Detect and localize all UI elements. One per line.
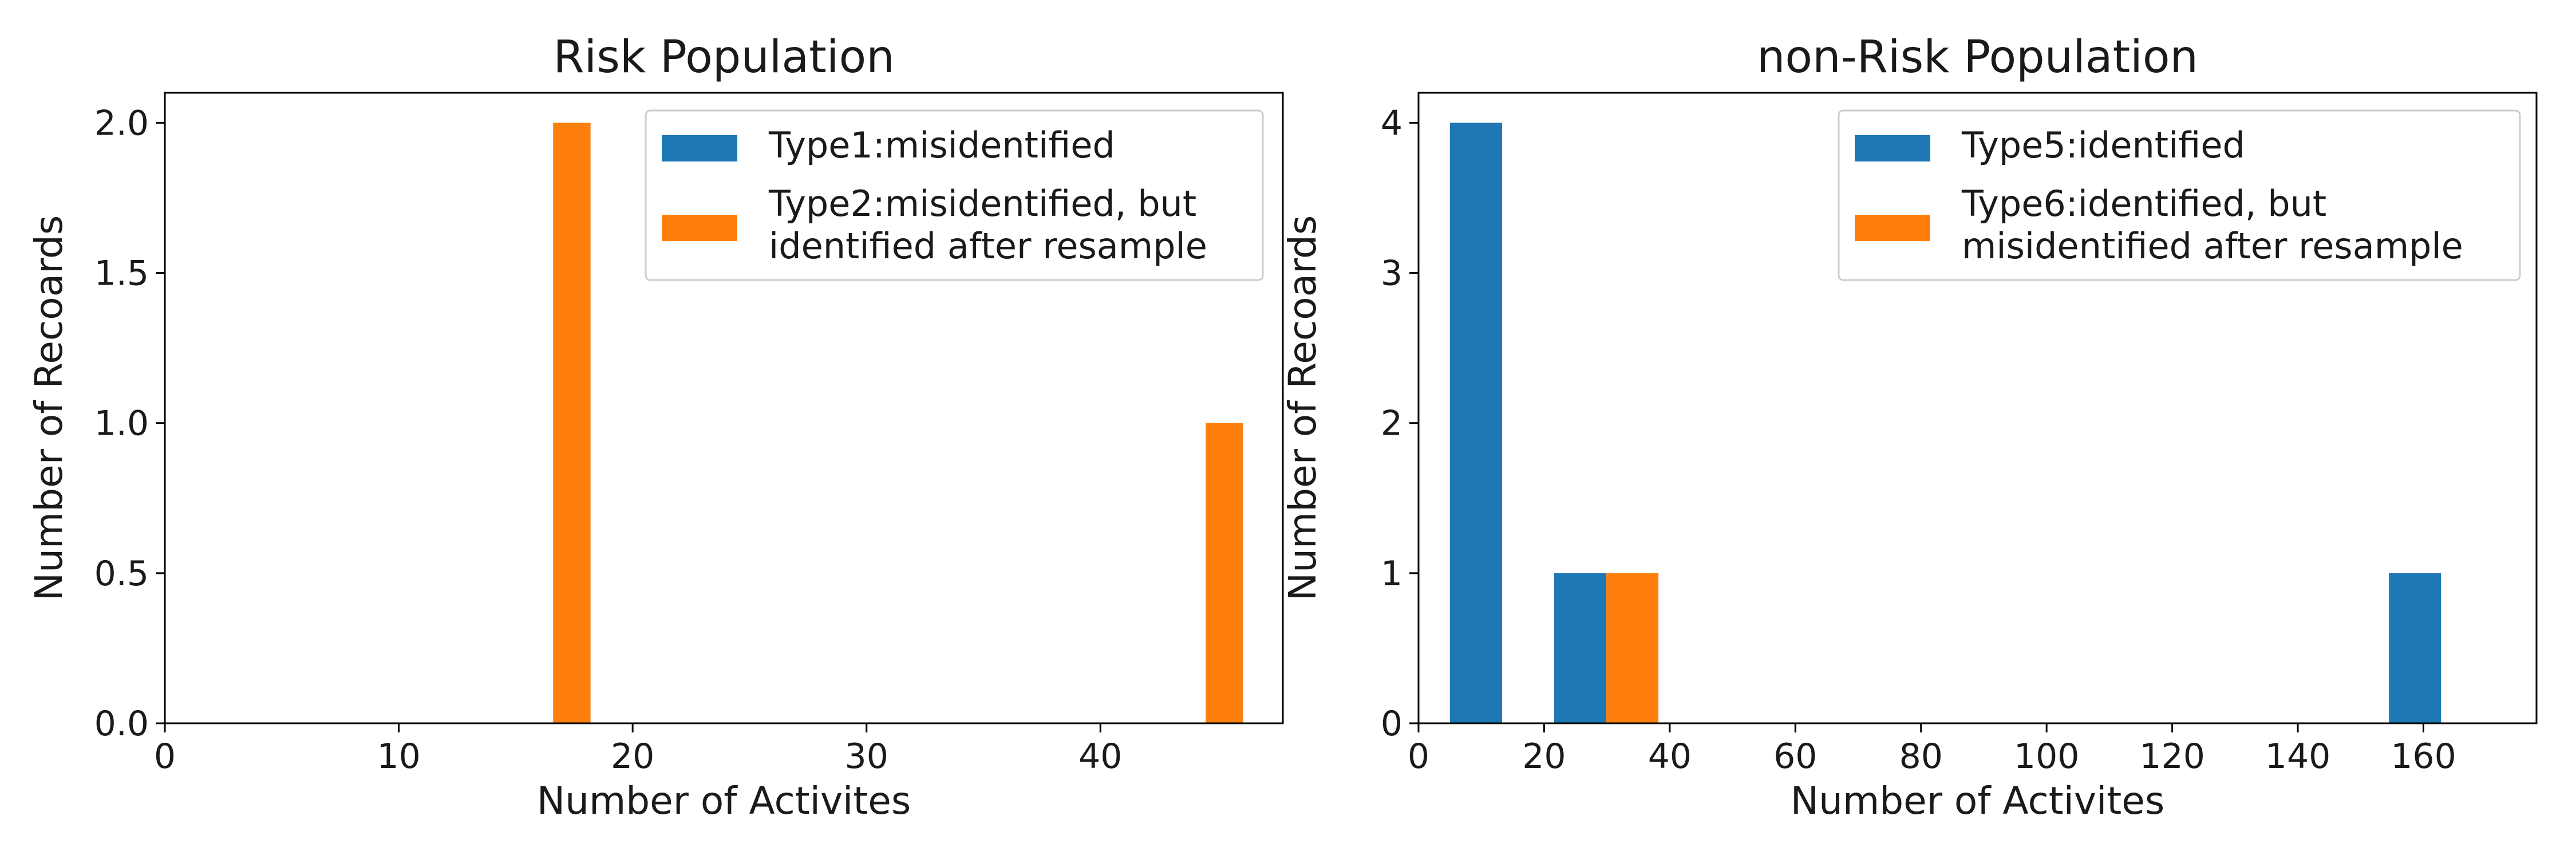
legend-swatch	[662, 135, 737, 161]
x-tick-label: 100	[2014, 736, 2080, 777]
x-tick-label: 60	[1773, 736, 1817, 777]
bar-series0-1	[1554, 573, 1607, 723]
y-axis-label: Number of Recoards	[27, 215, 71, 601]
legend-label: Type5:identified	[1961, 124, 2245, 166]
legend-swatch	[662, 215, 737, 241]
bar-series1-0	[553, 123, 591, 723]
x-tick-label: 20	[611, 736, 654, 777]
x-tick-label: 30	[845, 736, 888, 777]
y-tick-label: 0.0	[94, 704, 149, 744]
x-tick-label: 80	[1899, 736, 1943, 777]
chart-title: Risk Population	[553, 31, 894, 83]
x-axis-ticks: 0 10 20 30 40	[154, 723, 1122, 777]
chart-title: non-Risk Population	[1757, 31, 2198, 83]
y-tick-label: 3	[1381, 254, 1402, 294]
y-tick-label: 0.5	[94, 554, 149, 594]
y-tick-label: 1.5	[94, 254, 149, 294]
x-axis-label: Number of Activites	[537, 779, 911, 823]
legend-label: identified after resample	[769, 225, 1207, 267]
y-tick-label: 1.0	[94, 404, 149, 444]
bar-series0-2	[2389, 573, 2441, 723]
y-axis-ticks: 0 1 2 3 4	[1381, 103, 1419, 744]
plot-area-frame	[1417, 92, 2538, 724]
y-tick-label: 0	[1381, 704, 1402, 744]
non-risk-population-panel: non-Risk Population 0 20 40 60 80 100 120 140 16…	[1281, 31, 2538, 823]
y-axis-label: Number of Recoards	[1281, 215, 1325, 601]
risk-population-panel: Risk Population 0 10 20 30 40 0.0 0.5 1.0 1.5 2.…	[27, 31, 1284, 823]
y-tick-label: 2	[1381, 404, 1402, 444]
legend-label: Type2:misidentified, but	[768, 183, 1196, 224]
legend-frame	[1838, 109, 2521, 281]
x-tick-label: 20	[1522, 736, 1566, 777]
x-tick-label: 0	[1408, 736, 1429, 777]
bar-series0-0	[1449, 123, 1502, 723]
plot-area-frame	[164, 92, 1284, 724]
y-tick-label: 2.0	[94, 103, 149, 143]
bar-series1-0	[1606, 573, 1659, 723]
x-tick-label: 120	[2139, 736, 2205, 777]
bars-group	[1449, 123, 2441, 723]
x-tick-label: 10	[377, 736, 420, 777]
bars-group	[553, 123, 1243, 723]
y-tick-label: 4	[1381, 103, 1402, 143]
x-tick-label: 40	[1648, 736, 1692, 777]
legend-swatch	[1855, 135, 1930, 161]
x-tick-label: 0	[154, 736, 176, 777]
x-axis-label: Number of Activites	[1791, 779, 2164, 823]
legend-label: misidentified after resample	[1962, 225, 2463, 267]
legend: Type5:identified Type6:identified, butmis…	[1838, 109, 2521, 281]
x-tick-label: 160	[2391, 736, 2456, 777]
y-tick-label: 1	[1381, 554, 1402, 594]
x-tick-label: 140	[2265, 736, 2331, 777]
x-tick-label: 40	[1078, 736, 1122, 777]
legend-swatch	[1855, 215, 1930, 241]
legend-label: Type1:misidentified	[768, 124, 1115, 166]
legend-label: Type6:identified, but	[1961, 183, 2326, 224]
x-axis-ticks: 0 20 40 60 80 100 120 140 160	[1408, 723, 2456, 777]
legend-frame	[645, 109, 1264, 281]
bar-series1-1	[1206, 423, 1243, 723]
legend: Type1:misidentified Type2:misidentified, …	[645, 109, 1264, 281]
y-axis-ticks: 0.0 0.5 1.0 1.5 2.0	[94, 103, 165, 744]
